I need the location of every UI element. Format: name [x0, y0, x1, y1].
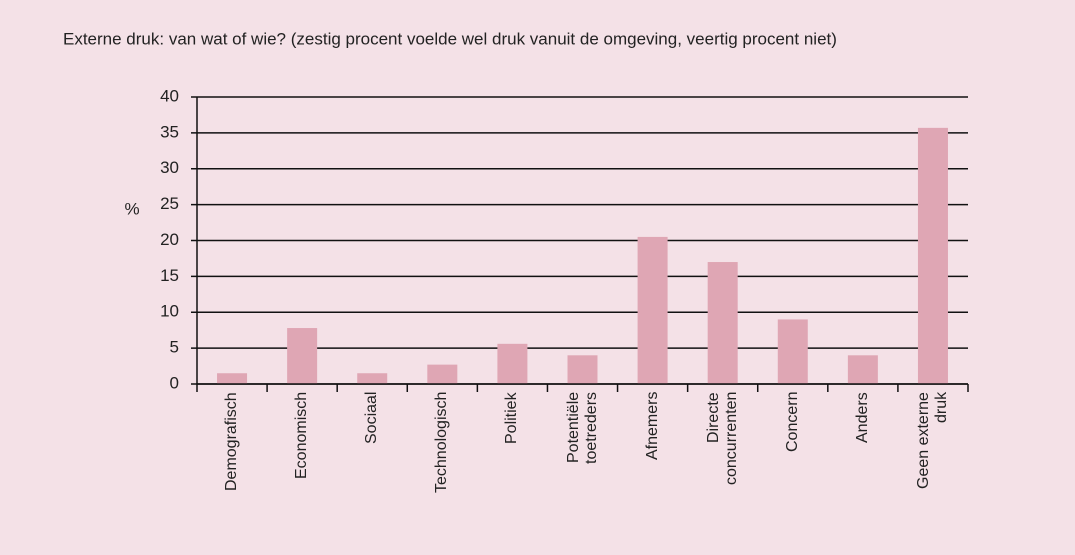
y-tick-label: 15: [160, 266, 179, 285]
bar: [777, 319, 808, 384]
x-tick-label: Concern: [783, 392, 801, 453]
bar: [637, 236, 668, 384]
bar: [847, 355, 878, 384]
x-tick-label: Sociaal: [363, 392, 381, 445]
y-tick-label: 10: [160, 302, 179, 321]
x-tick-label: Demografisch: [223, 392, 241, 491]
bar: [707, 262, 738, 384]
y-tick-label: 35: [160, 122, 179, 141]
bar: [497, 343, 528, 384]
y-tick-label: 40: [160, 86, 179, 105]
y-axis-label: %: [124, 199, 139, 218]
bar: [357, 373, 388, 384]
x-tick-label: Directe concurrenten: [704, 392, 740, 486]
bar: [427, 364, 458, 384]
x-tick-label: Afnemers: [643, 392, 661, 461]
y-tick-label: 25: [160, 194, 179, 213]
bar: [567, 355, 598, 384]
x-tick-label: Politiek: [503, 392, 521, 444]
x-tick-label: Anders: [853, 392, 871, 443]
x-tick-label: Technologisch: [433, 392, 451, 494]
x-tick-label: Economisch: [293, 392, 311, 480]
bar: [917, 127, 948, 384]
x-tick-label: Potentiële toetreders: [564, 392, 600, 465]
bar: [217, 373, 248, 384]
y-tick-label: 0: [170, 373, 179, 392]
x-tick-label: Geen externe druk: [914, 392, 950, 489]
chart-title: Externe druk: van wat of wie? (zestig pr…: [63, 29, 837, 48]
y-tick-label: 5: [170, 338, 179, 357]
bar: [287, 328, 318, 384]
y-tick-label: 30: [160, 158, 179, 177]
y-tick-label: 20: [160, 230, 179, 249]
